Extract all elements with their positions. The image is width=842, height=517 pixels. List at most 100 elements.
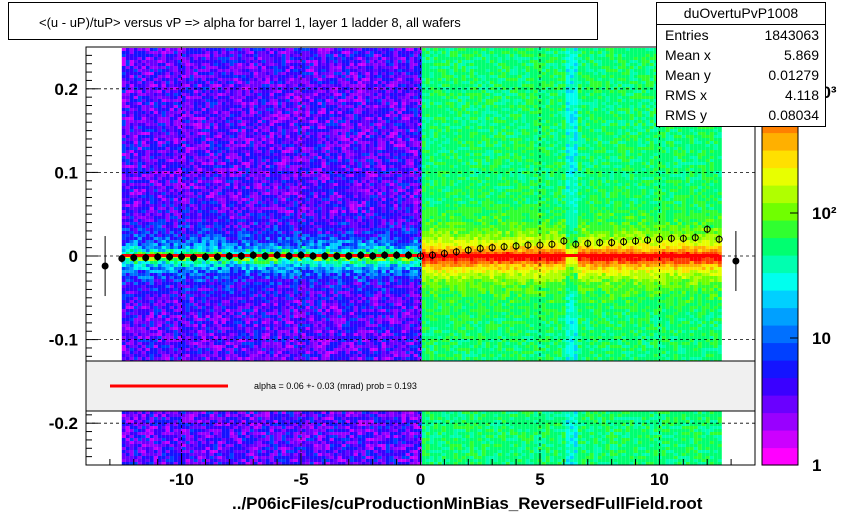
heatmap-cell (237, 240, 242, 243)
heatmap-cell (129, 348, 134, 351)
heatmap-cell (221, 264, 226, 267)
heatmap-cell (249, 240, 254, 243)
heatmap-cell (249, 291, 254, 294)
heatmap-cell (237, 312, 242, 315)
heatmap-cell (193, 78, 198, 81)
heatmap-cell (125, 153, 130, 156)
heatmap-cell (205, 102, 210, 105)
heatmap-cell (233, 303, 238, 306)
heatmap-cell (261, 432, 266, 435)
heatmap-cell (121, 189, 126, 192)
heatmap-cell (233, 102, 238, 105)
heatmap-cell (189, 204, 194, 207)
heatmap-cell (257, 321, 262, 324)
heatmap-cell (181, 57, 186, 60)
heatmap-cell (177, 327, 182, 330)
heatmap-cell (181, 315, 186, 318)
heatmap-cell (173, 168, 178, 171)
heatmap-cell (173, 288, 178, 291)
heatmap-cell (241, 96, 246, 99)
heatmap-cell (237, 354, 242, 357)
heatmap-cell (181, 159, 186, 162)
heatmap-cell (189, 420, 194, 423)
heatmap-cell (241, 147, 246, 150)
heatmap-cell (157, 123, 162, 126)
heatmap-cell (137, 81, 142, 84)
heatmap-cell (185, 333, 190, 336)
heatmap-cell (197, 279, 202, 282)
heatmap-cell (253, 168, 258, 171)
heatmap-cell (241, 108, 246, 111)
heatmap-cell (201, 141, 206, 144)
heatmap-cell (165, 438, 170, 441)
heatmap-cell (197, 423, 202, 426)
heatmap-cell (129, 123, 134, 126)
heatmap-cell (189, 252, 194, 255)
heatmap-cell (193, 237, 198, 240)
heatmap-cell (177, 318, 182, 321)
heatmap-cell (133, 450, 138, 453)
heatmap-cell (141, 237, 146, 240)
heatmap-cell (141, 306, 146, 309)
heatmap-cell (153, 411, 158, 414)
heatmap-cell (133, 438, 138, 441)
heatmap-cell (149, 447, 154, 450)
heatmap-cell (157, 228, 162, 231)
heatmap-cell (201, 171, 206, 174)
heatmap-cell (193, 81, 198, 84)
heatmap-cell (253, 285, 258, 288)
heatmap-cell (253, 234, 258, 237)
heatmap-cell (229, 174, 234, 177)
heatmap-cell (257, 216, 262, 219)
heatmap-cell (249, 306, 254, 309)
heatmap-cell (137, 108, 142, 111)
heatmap-cell (189, 84, 194, 87)
heatmap-cell (221, 456, 226, 459)
heatmap-cell (129, 174, 134, 177)
heatmap-cell (213, 300, 218, 303)
heatmap-cell (205, 342, 210, 345)
heatmap-cell (177, 123, 182, 126)
heatmap-cell (241, 192, 246, 195)
heatmap-cell (149, 294, 154, 297)
heatmap-cell (177, 168, 182, 171)
heatmap-cell (173, 453, 178, 456)
heatmap-cell (197, 60, 202, 63)
heatmap-cell (253, 297, 258, 300)
heatmap-cell (137, 342, 142, 345)
heatmap-cell (121, 240, 126, 243)
heatmap-cell (201, 444, 206, 447)
heatmap-cell (125, 339, 130, 342)
heatmap-cell (185, 249, 190, 252)
heatmap-cell (221, 66, 226, 69)
heatmap-cell (121, 48, 126, 51)
heatmap-cell (141, 267, 146, 270)
heatmap-cell (225, 54, 230, 57)
heatmap-cell (129, 219, 134, 222)
heatmap-cell (169, 324, 174, 327)
heatmap-cell (205, 285, 210, 288)
heatmap-cell (225, 249, 230, 252)
heatmap-cell (245, 81, 250, 84)
heatmap-cell (137, 57, 142, 60)
heatmap-cell (145, 426, 150, 429)
heatmap-cell (185, 102, 190, 105)
heatmap-cell (213, 48, 218, 51)
heatmap-cell (261, 48, 266, 51)
heatmap-cell (217, 429, 222, 432)
heatmap-cell (185, 240, 190, 243)
heatmap-cell (225, 150, 230, 153)
heatmap-cell (161, 294, 166, 297)
heatmap-cell (253, 186, 258, 189)
heatmap-cell (229, 210, 234, 213)
heatmap-cell (145, 54, 150, 57)
heatmap-cell (161, 324, 166, 327)
heatmap-cell (221, 198, 226, 201)
heatmap-cell (125, 111, 130, 114)
heatmap-cell (145, 279, 150, 282)
heatmap-cell (137, 168, 142, 171)
heatmap-cell (157, 72, 162, 75)
heatmap-cell (257, 201, 262, 204)
heatmap-cell (133, 300, 138, 303)
heatmap-cell (257, 180, 262, 183)
